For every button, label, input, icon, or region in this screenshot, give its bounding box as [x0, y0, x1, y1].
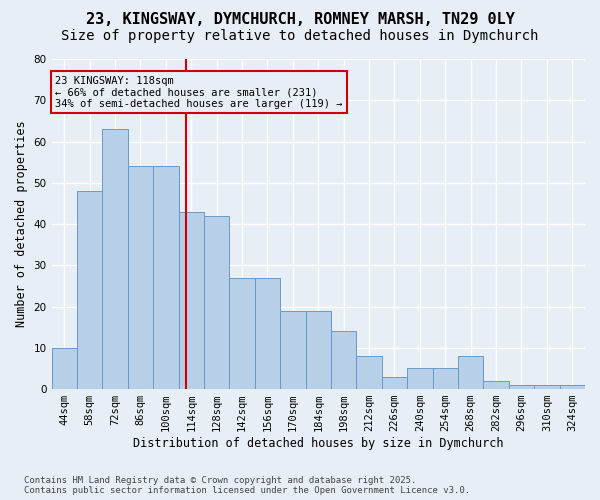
Bar	[331, 332, 356, 389]
Bar	[280, 310, 305, 389]
Y-axis label: Number of detached properties: Number of detached properties	[15, 120, 28, 328]
Bar	[356, 356, 382, 389]
Bar	[77, 191, 103, 389]
Bar	[153, 166, 179, 389]
Bar	[458, 356, 484, 389]
Bar	[255, 278, 280, 389]
Bar	[52, 348, 77, 389]
Text: 23, KINGSWAY, DYMCHURCH, ROMNEY MARSH, TN29 0LY: 23, KINGSWAY, DYMCHURCH, ROMNEY MARSH, T…	[86, 12, 514, 28]
Bar	[179, 212, 204, 389]
Bar	[305, 310, 331, 389]
Bar	[103, 129, 128, 389]
Bar	[509, 385, 534, 389]
Bar	[229, 278, 255, 389]
Bar	[128, 166, 153, 389]
Text: 23 KINGSWAY: 118sqm
← 66% of detached houses are smaller (231)
34% of semi-detac: 23 KINGSWAY: 118sqm ← 66% of detached ho…	[55, 76, 343, 108]
Bar	[484, 381, 509, 389]
Bar	[534, 385, 560, 389]
Text: Contains HM Land Registry data © Crown copyright and database right 2025.
Contai: Contains HM Land Registry data © Crown c…	[24, 476, 470, 495]
Bar	[407, 368, 433, 389]
Bar	[433, 368, 458, 389]
Text: Size of property relative to detached houses in Dymchurch: Size of property relative to detached ho…	[61, 29, 539, 43]
X-axis label: Distribution of detached houses by size in Dymchurch: Distribution of detached houses by size …	[133, 437, 503, 450]
Bar	[560, 385, 585, 389]
Bar	[382, 376, 407, 389]
Bar	[204, 216, 229, 389]
